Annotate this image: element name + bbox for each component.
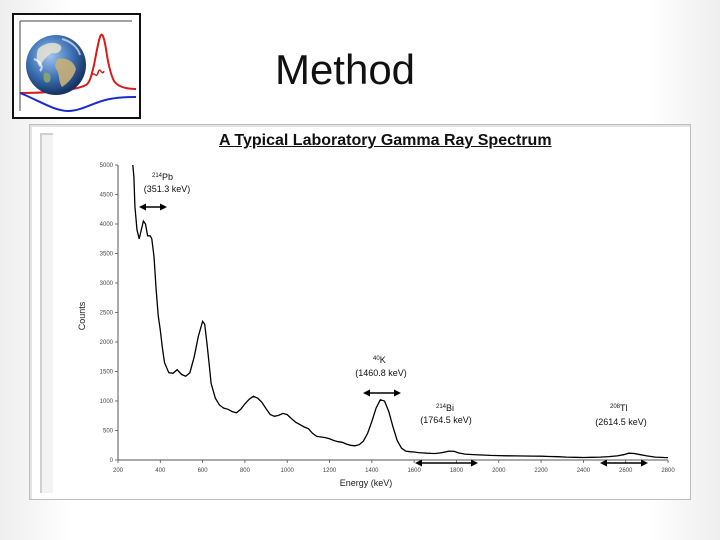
annotation-bi214-energy: (1764.5 keV)	[420, 415, 472, 425]
logo-red-curve	[19, 33, 137, 94]
x-tick-label: 2200	[534, 468, 548, 474]
x-tick-label: 2000	[492, 468, 506, 474]
annotation-k40-nuclide: 40K	[373, 355, 386, 365]
annotation-k40-energy: (1460.8 keV)	[355, 368, 407, 378]
annotation-k40-element: K	[380, 355, 386, 365]
annotation-bi214-mass: 214	[436, 404, 447, 410]
y-tick-label: 500	[103, 429, 114, 435]
x-tick-label: 1000	[281, 468, 295, 474]
x-tick-label: 2400	[577, 468, 591, 474]
peak-arrow	[600, 459, 648, 467]
y-tick-label: 1500	[100, 370, 114, 376]
x-tick-label: 1400	[365, 468, 379, 474]
annotation-pb214-energy: (351.3 keV)	[144, 184, 191, 194]
slide-title: Method	[274, 46, 416, 93]
panel-bevel	[40, 133, 53, 493]
annotation-tl208-energy: (2614.5 keV)	[595, 417, 647, 427]
x-tick-label: 400	[155, 468, 166, 474]
chart-title: A Typical Laboratory Gamma Ray Spectrum	[219, 132, 552, 149]
annotation-bi214-element: Bi	[446, 403, 454, 413]
annotation-tl208-mass: 208	[610, 404, 621, 410]
y-tick-label: 2000	[100, 340, 114, 346]
x-tick-label: 2800	[661, 468, 675, 474]
y-tick-label: 0	[110, 458, 114, 464]
spectrum-series-line	[132, 164, 669, 459]
y-tick-label: 1000	[100, 399, 114, 405]
logo-blue-curve	[19, 92, 137, 113]
annotation-bi214-nuclide: 214Bi	[436, 403, 454, 413]
peak-arrow	[139, 203, 167, 211]
x-tick-label: 2600	[619, 468, 633, 474]
peak-arrow	[415, 459, 478, 467]
y-tick-label: 5000	[100, 163, 114, 169]
annotation-pb214-mass: 214	[152, 173, 163, 179]
y-tick-label: 3500	[100, 252, 114, 258]
annotation-pb214-nuclide: 214Pb	[152, 172, 173, 182]
plot-area-background	[88, 160, 675, 486]
x-tick-label: 800	[240, 468, 251, 474]
chart-ticks: 0 500 1000 1500 2000 2500 3000 3500 4000 4500 5000…	[100, 163, 676, 474]
annotation-pb214-element: Pb	[162, 172, 173, 182]
x-tick-label: 1800	[450, 468, 464, 474]
y-tick-label: 4500	[100, 193, 114, 199]
x-tick-label: 1600	[407, 468, 421, 474]
peak-arrows	[139, 203, 648, 467]
x-tick-label: 200	[113, 468, 124, 474]
peak-arrow	[363, 389, 401, 397]
x-tick-label: 600	[198, 468, 209, 474]
y-tick-label: 4000	[100, 222, 114, 228]
annotation-k40-mass: 40	[373, 356, 380, 362]
earth-globe-with-spectrum-curves-icon	[19, 20, 137, 113]
annotation-tl208-nuclide: 208Tl	[610, 403, 628, 413]
y-tick-label: 2500	[100, 311, 114, 317]
x-axis-label: Energy (keV)	[340, 478, 393, 488]
logo	[12, 13, 141, 119]
y-axis-label: Counts	[77, 301, 87, 330]
annotation-tl208-element: Tl	[620, 403, 628, 413]
x-tick-label: 1200	[323, 468, 337, 474]
y-tick-label: 3000	[100, 281, 114, 287]
